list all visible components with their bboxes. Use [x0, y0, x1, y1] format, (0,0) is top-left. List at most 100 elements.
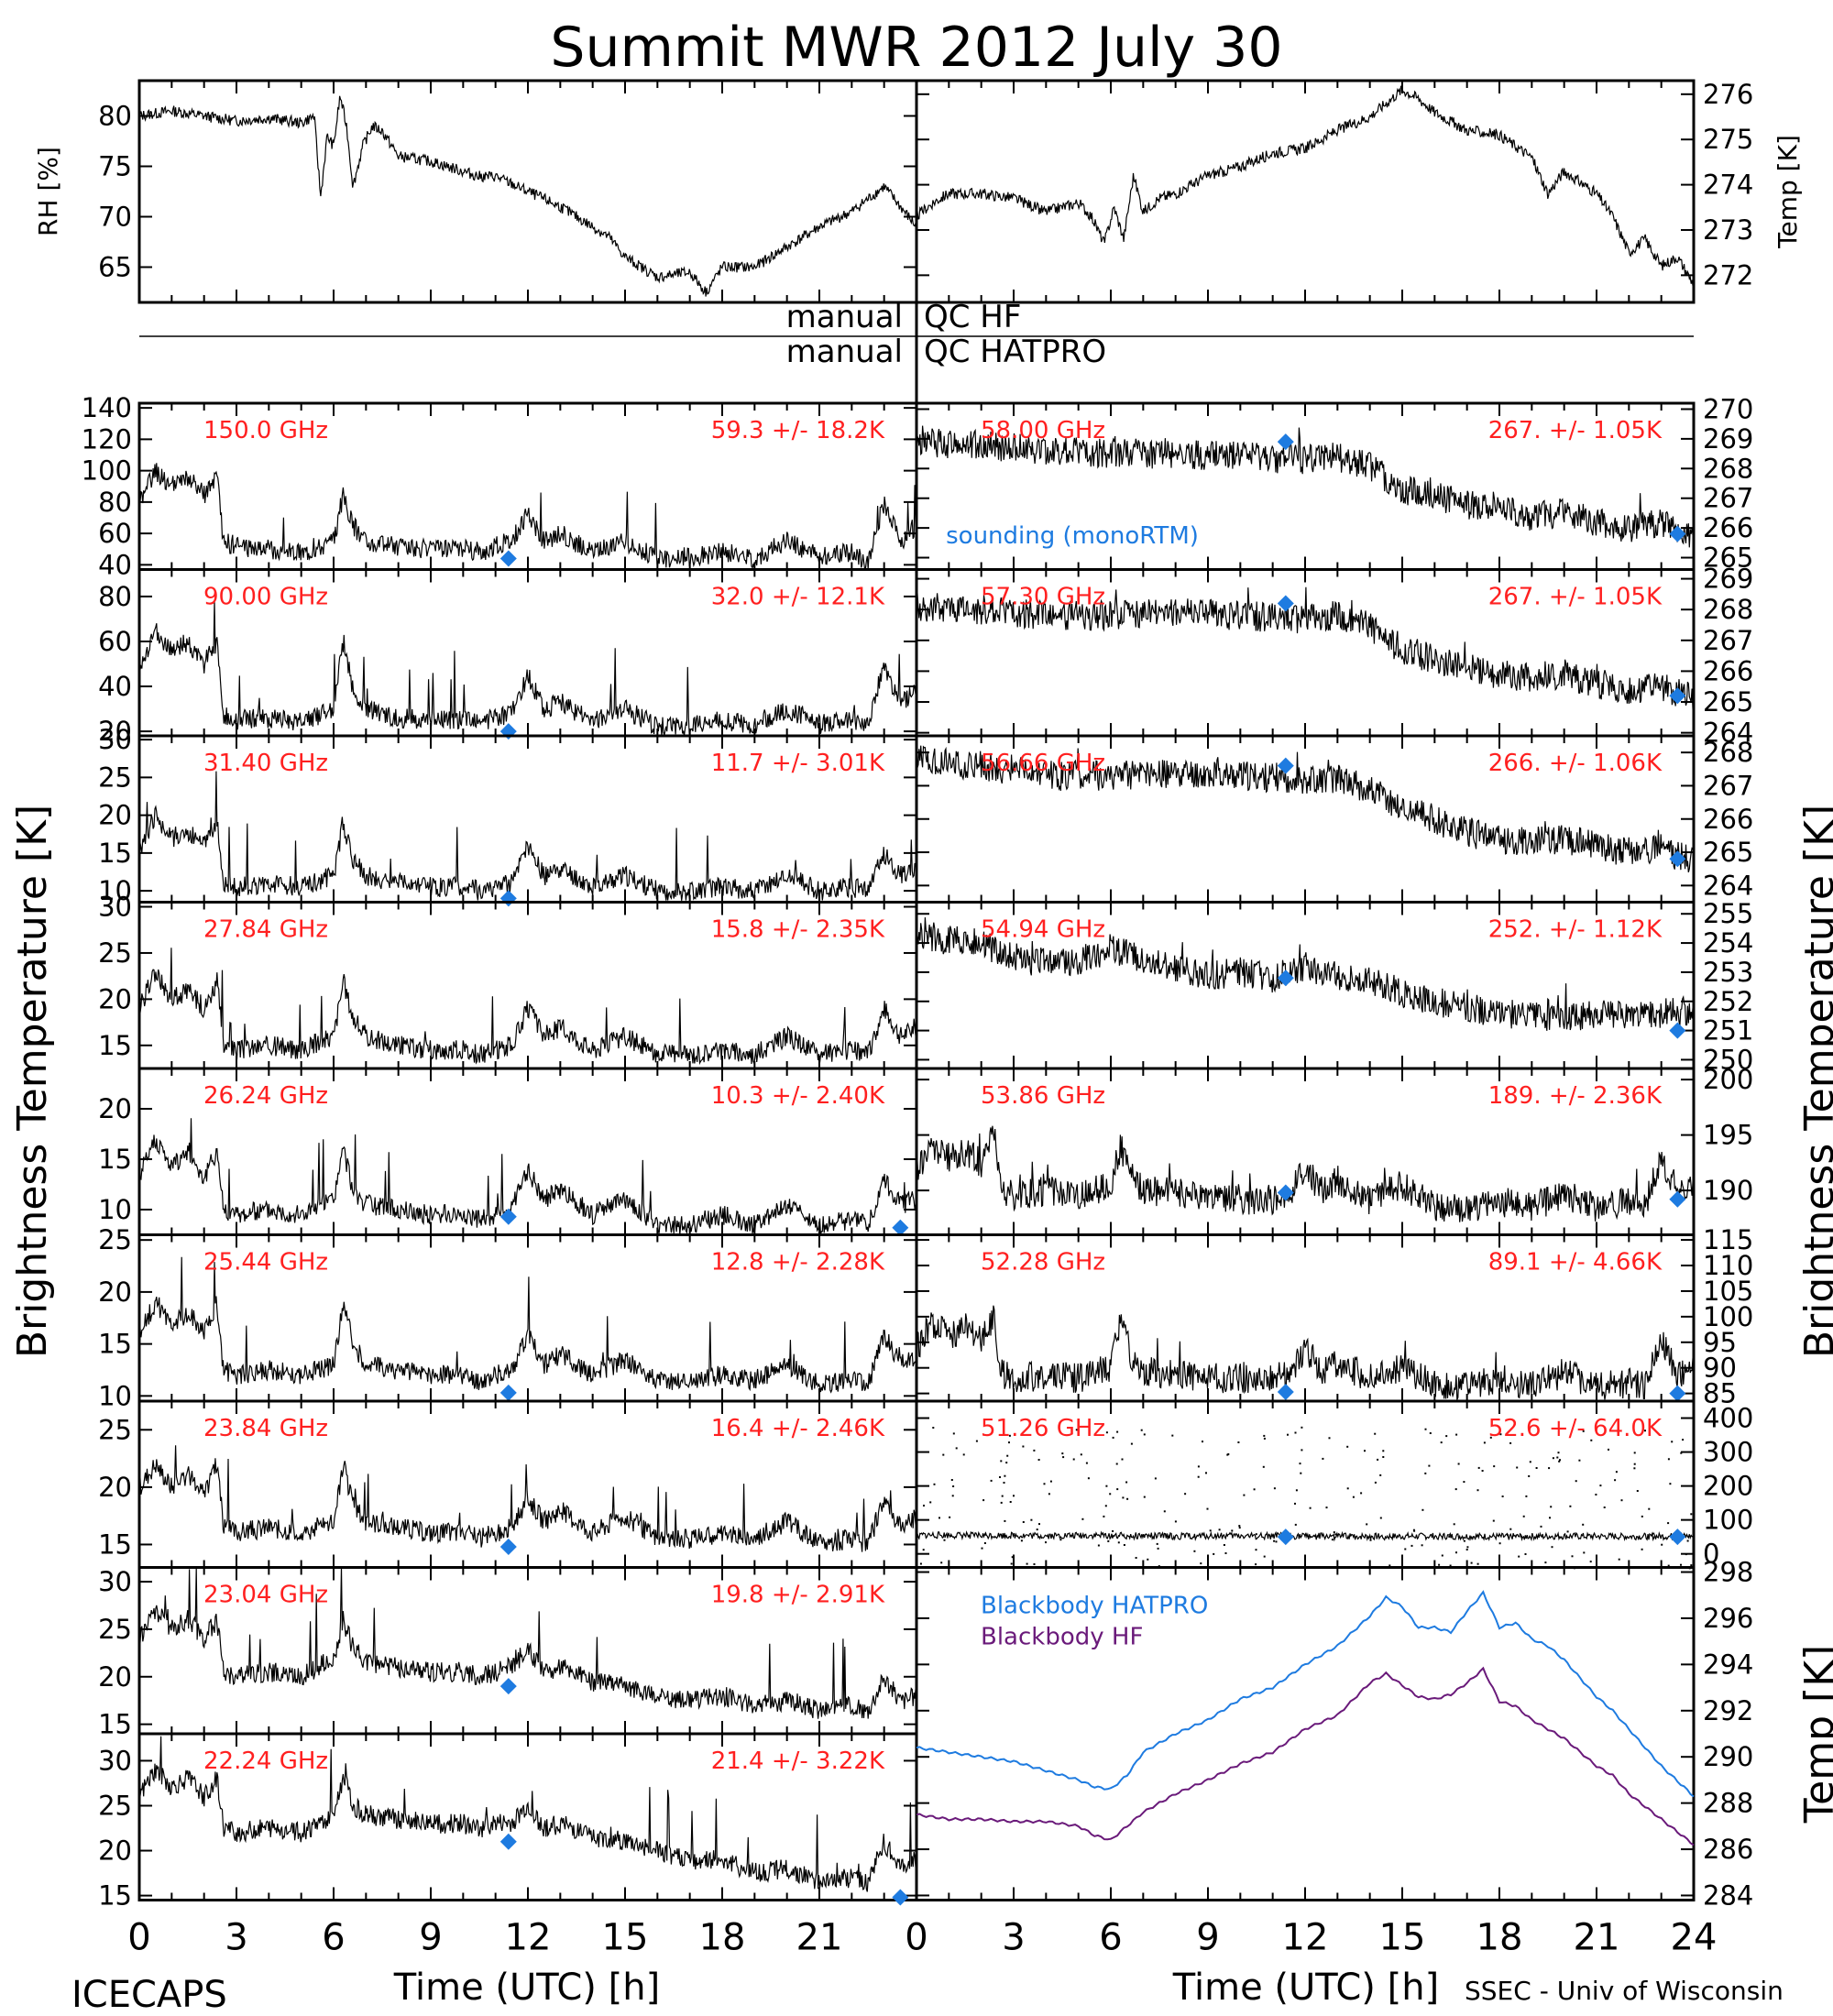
y-tick-label: 284	[1703, 1879, 1753, 1911]
scatter-point	[1143, 1433, 1146, 1436]
scatter-point	[1171, 1434, 1174, 1437]
scatter-point	[1445, 1435, 1448, 1438]
x-tick-label: 9	[419, 1917, 442, 1959]
scatter-point	[1550, 1506, 1553, 1508]
scatter-point	[1224, 1552, 1227, 1554]
scatter-point	[923, 1505, 925, 1507]
x-tick-label: 21	[796, 1917, 843, 1959]
sounding-marker	[1277, 757, 1294, 774]
scatter-point	[1441, 1554, 1443, 1557]
scatter-point	[1448, 1535, 1451, 1538]
scatter-point	[1309, 1507, 1312, 1509]
sounding-marker	[499, 550, 517, 567]
data-trace	[138, 1567, 917, 1719]
scatter-point	[949, 1535, 952, 1538]
scatter-point	[1455, 1433, 1458, 1436]
scatter-point	[1518, 1555, 1520, 1558]
scatter-point	[1081, 1517, 1084, 1520]
scatter-point	[1382, 1456, 1385, 1458]
y-tick-label: 265	[1703, 686, 1753, 718]
panel-bb: 284 286 288 290 292 294 296 298 Temp [K] Blackbod…	[915, 1557, 1833, 1911]
y-tick-label: 268	[1703, 453, 1753, 484]
scatter-point	[1476, 1562, 1479, 1565]
sounding-marker	[1669, 687, 1686, 705]
scatter-point	[1652, 1532, 1655, 1535]
scatter-point	[1641, 1515, 1643, 1517]
y-tick-label: 20	[98, 1661, 132, 1693]
scatter-point	[1552, 1457, 1554, 1460]
scatter-point	[1509, 1441, 1512, 1444]
scatter-point	[1551, 1546, 1553, 1549]
scatter-point	[933, 1483, 936, 1485]
data-trace	[138, 1736, 917, 1892]
scatter-point	[1465, 1549, 1468, 1550]
scatter-point	[942, 1453, 945, 1456]
scatter-point	[1682, 1439, 1685, 1441]
scatter-point	[1022, 1445, 1025, 1448]
channel-stats: 10.3 +/- 2.40K	[711, 1082, 885, 1110]
scatter-point	[1213, 1552, 1215, 1555]
channel-frequency: 53.86 GHz	[981, 1082, 1105, 1110]
scatter-point	[1004, 1519, 1006, 1522]
scatter-point	[1328, 1437, 1331, 1440]
scatter-point	[1105, 1431, 1108, 1434]
scatter-point	[1209, 1529, 1212, 1532]
y-tick-label: 251	[1703, 1015, 1753, 1046]
panel-ch2224: 15 20 25 30 22.24 GHz 21.4 +/- 3.22K	[98, 1732, 918, 1912]
data-trace	[138, 771, 917, 901]
channel-stats: 15.8 +/- 2.35K	[711, 916, 885, 944]
scatter-point	[1599, 1485, 1602, 1487]
scatter-point	[1493, 1465, 1496, 1468]
channel-frequency: 52.28 GHz	[981, 1249, 1105, 1276]
y-tick-label: 60	[98, 626, 132, 657]
scatter-point	[1009, 1501, 1012, 1503]
scatter-point	[1428, 1464, 1431, 1467]
scatter-point	[1582, 1523, 1585, 1526]
y-tick-label: 264	[1703, 718, 1753, 749]
scatter-point	[1104, 1505, 1107, 1507]
scatter-point	[1492, 1519, 1495, 1522]
qc-label-left-1: manual	[786, 299, 903, 335]
scatter-point	[1273, 1539, 1276, 1542]
scatter-point	[1686, 1539, 1689, 1542]
panel-ch9000: 20 40 60 80 90.00 GHz 32.0 +/- 12.1K	[98, 568, 918, 747]
x-axis-label-left: Time (UTC) [h]	[393, 1967, 660, 2009]
scatter-point	[1421, 1544, 1423, 1547]
scatter-point	[1243, 1494, 1246, 1496]
y-tick-label: 15	[98, 1528, 132, 1560]
sounding-marker	[1277, 1184, 1294, 1201]
y-tick-label: 10	[98, 1380, 132, 1411]
scatter-point	[1033, 1449, 1036, 1452]
scatter-point	[981, 1547, 983, 1550]
channel-stats: 267. +/- 1.05K	[1488, 584, 1663, 611]
scatter-point	[1544, 1561, 1547, 1564]
scatter-point	[1535, 1467, 1538, 1469]
sounding-marker	[892, 1219, 909, 1236]
channel-frequency: 23.84 GHz	[203, 1415, 328, 1442]
scatter-point	[1569, 1505, 1572, 1507]
data-trace	[138, 95, 917, 297]
y-tick-label: 95	[1703, 1327, 1737, 1358]
scatter-point	[1226, 1453, 1229, 1456]
y-tick-label: 80	[98, 581, 132, 612]
scatter-point	[1454, 1488, 1457, 1491]
x-tick-label: 18	[1476, 1917, 1523, 1959]
sounding-marker	[892, 1889, 909, 1906]
scatter-point	[1525, 1495, 1528, 1497]
scatter-point	[1680, 1563, 1682, 1566]
y-tick-label: 25	[98, 1414, 132, 1445]
panel-ch3140: 10 15 20 25 30 31.40 GHz 11.7 +/- 3.01K	[98, 724, 918, 907]
scatter-point	[1206, 1507, 1209, 1510]
scatter-point	[1200, 1562, 1202, 1565]
y-tick-label: 20	[98, 1835, 132, 1867]
sounding-marker	[1669, 1022, 1686, 1039]
scatter-point	[1294, 1502, 1296, 1505]
scatter-point	[1466, 1546, 1469, 1549]
y-tick-label: 250	[1703, 1044, 1753, 1075]
footer-icecaps: ICECAPS	[71, 1974, 227, 2016]
data-trace	[916, 586, 1695, 710]
scatter-point	[1690, 1513, 1693, 1516]
y-tick-label: 15	[98, 1144, 132, 1175]
